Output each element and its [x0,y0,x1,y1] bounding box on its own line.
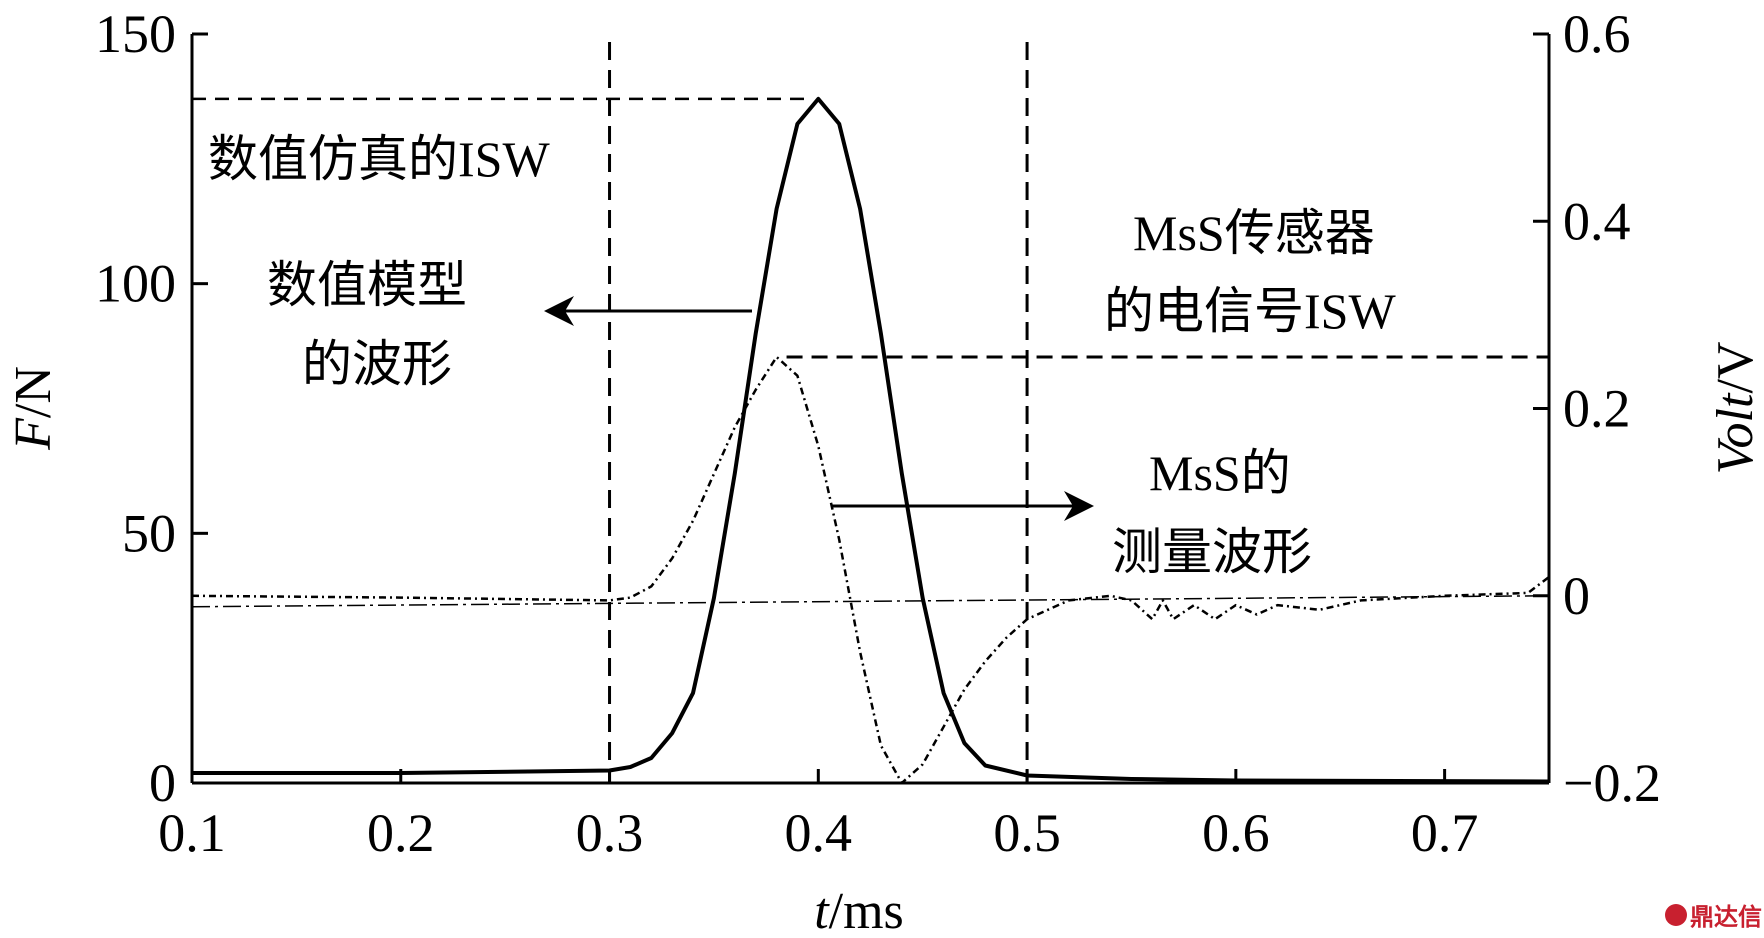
annotation-meas-line1: MsS的 [1149,445,1291,501]
annotation-meas-line2: 测量波形 [1112,524,1312,580]
y-left-tick-label: 0 [149,753,176,813]
x-tick-label: 0.4 [785,803,853,863]
y-right-tick-label: 0 [1563,566,1590,626]
y-axis-right-label: Volt/V [1707,342,1764,475]
x-tick-label: 0.1 [158,803,226,863]
y-right-tick-label: 0.2 [1563,379,1631,439]
y-axis-left-label: F/N [5,366,62,451]
annotation-sensor-line2: 的电信号ISW [1104,283,1396,339]
annotation-sensor-line1: MsS传感器 [1133,205,1375,261]
series-line-measured-waveform [191,355,1550,785]
x-tick-label: 0.5 [993,803,1061,863]
x-axis-label: t/ms [814,883,904,938]
watermark-logo: 鼎达信 [1665,903,1762,931]
y-right-tick-label: 0.4 [1563,191,1631,251]
series-group [191,96,1550,785]
watermark-text: 鼎达信 [1690,903,1762,931]
y-right-tick-label: −0.2 [1563,753,1661,813]
y-left-tick-label: 50 [122,503,176,563]
annotation-model-line1: 数值模型 [267,257,467,313]
x-tick-label: 0.2 [367,803,435,863]
x-tick-label: 0.3 [576,803,644,863]
axes: 0.1 0.2 0.3 0.4 0.5 0.6 0.7 0 50 100 150 −0.2 0 0.2 0.… [95,4,1661,863]
annotation-model-line2: 的波形 [302,336,452,392]
x-tick-label: 0.7 [1411,803,1479,863]
series-line-model-waveform [192,96,1550,784]
y-left-tick-label: 150 [95,4,176,64]
reference-lines [191,42,1550,783]
y-right-tick-label: 0.6 [1563,4,1631,64]
x-tick-label: 0.6 [1202,803,1270,863]
y-left-tick-label: 100 [95,254,176,314]
annotation-sim-isw: 数值仿真的ISW [208,131,550,187]
zero-volt-ref-line [191,595,1550,608]
